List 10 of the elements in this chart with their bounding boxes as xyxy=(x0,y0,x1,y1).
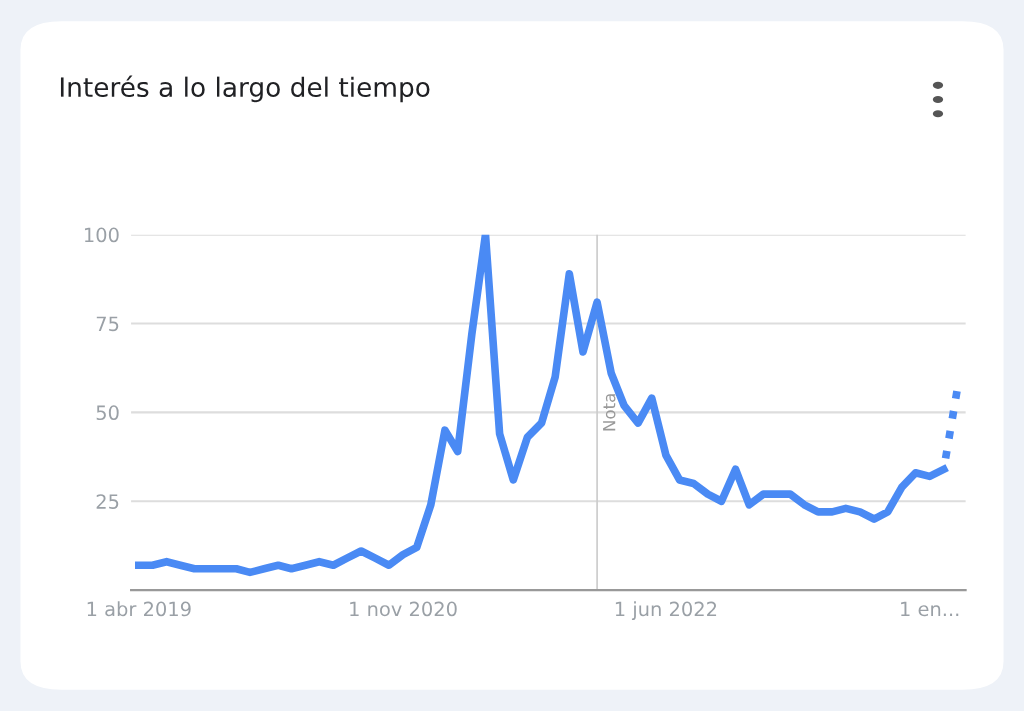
x-tick-label: 1 nov 2020 xyxy=(350,601,457,617)
ref-line-label: Nota xyxy=(603,394,616,431)
x-tick-label: 1 jun 2022 xyxy=(615,601,717,621)
y-tick-label: 50 xyxy=(96,405,119,421)
y-tick-label: 75 xyxy=(96,316,119,332)
x-tick-label: 1 abr 2019 xyxy=(87,601,191,617)
y-tick-label: 100 xyxy=(84,227,119,243)
chart-title: Interés a lo largo del tiempo xyxy=(60,75,430,103)
x-tick-label: 1 en... xyxy=(901,601,959,617)
y-tick-label: 25 xyxy=(96,494,119,509)
